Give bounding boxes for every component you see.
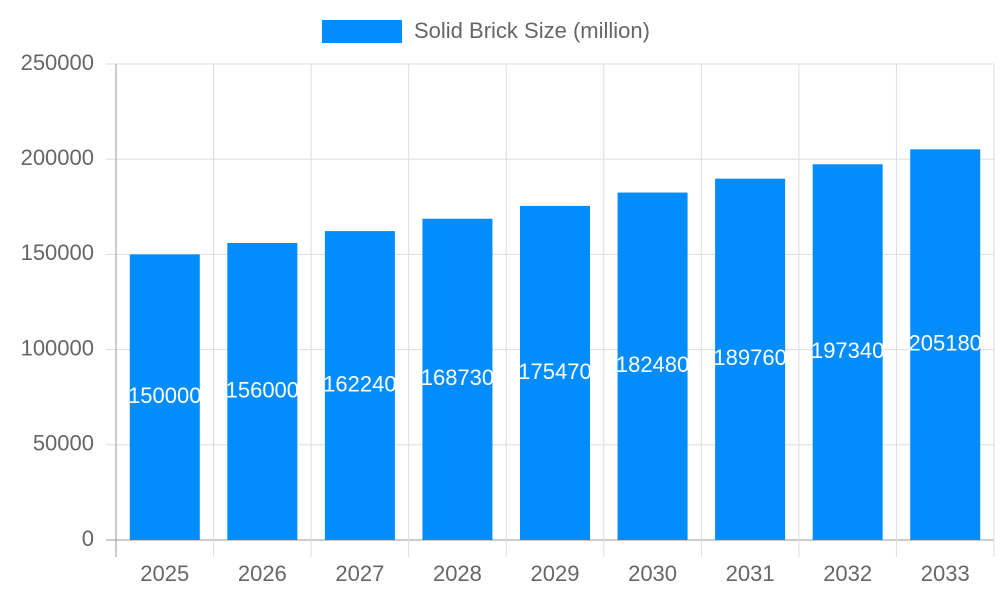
value-label: 205180 xyxy=(909,330,982,355)
legend-label: Solid Brick Size (million) xyxy=(414,18,650,43)
value-label: 197340 xyxy=(811,338,884,363)
value-label: 168730 xyxy=(421,365,494,390)
legend: Solid Brick Size (million) xyxy=(322,18,650,43)
y-tick-label: 100000 xyxy=(21,335,94,360)
x-tick-label: 2030 xyxy=(628,561,677,586)
value-label: 156000 xyxy=(226,377,299,402)
value-label: 150000 xyxy=(128,383,201,408)
value-label: 189760 xyxy=(713,345,786,370)
y-tick-label: 0 xyxy=(82,526,94,551)
x-tick-label: 2031 xyxy=(726,561,775,586)
legend-swatch xyxy=(322,20,402,43)
x-tick-label: 2028 xyxy=(433,561,482,586)
value-label: 182480 xyxy=(616,352,689,377)
x-tick-label: 2026 xyxy=(238,561,287,586)
value-label: 175470 xyxy=(518,359,591,384)
bar xyxy=(227,242,298,540)
bar xyxy=(910,149,981,540)
bar xyxy=(520,205,590,540)
y-tick-label: 50000 xyxy=(33,431,94,456)
x-tick-label: 2025 xyxy=(140,561,189,586)
bar xyxy=(129,254,200,540)
bar xyxy=(324,231,395,541)
y-tick-label: 250000 xyxy=(21,50,94,75)
bar xyxy=(617,192,688,540)
bar xyxy=(715,178,786,540)
y-tick-label: 200000 xyxy=(21,145,94,170)
bar xyxy=(812,164,883,540)
x-tick-label: 2033 xyxy=(921,561,970,586)
x-tick-label: 2029 xyxy=(531,561,580,586)
value-label: 162240 xyxy=(323,371,396,396)
y-tick-label: 150000 xyxy=(21,240,94,265)
bar xyxy=(422,218,493,540)
x-tick-label: 2027 xyxy=(335,561,384,586)
x-tick-label: 2032 xyxy=(823,561,872,586)
